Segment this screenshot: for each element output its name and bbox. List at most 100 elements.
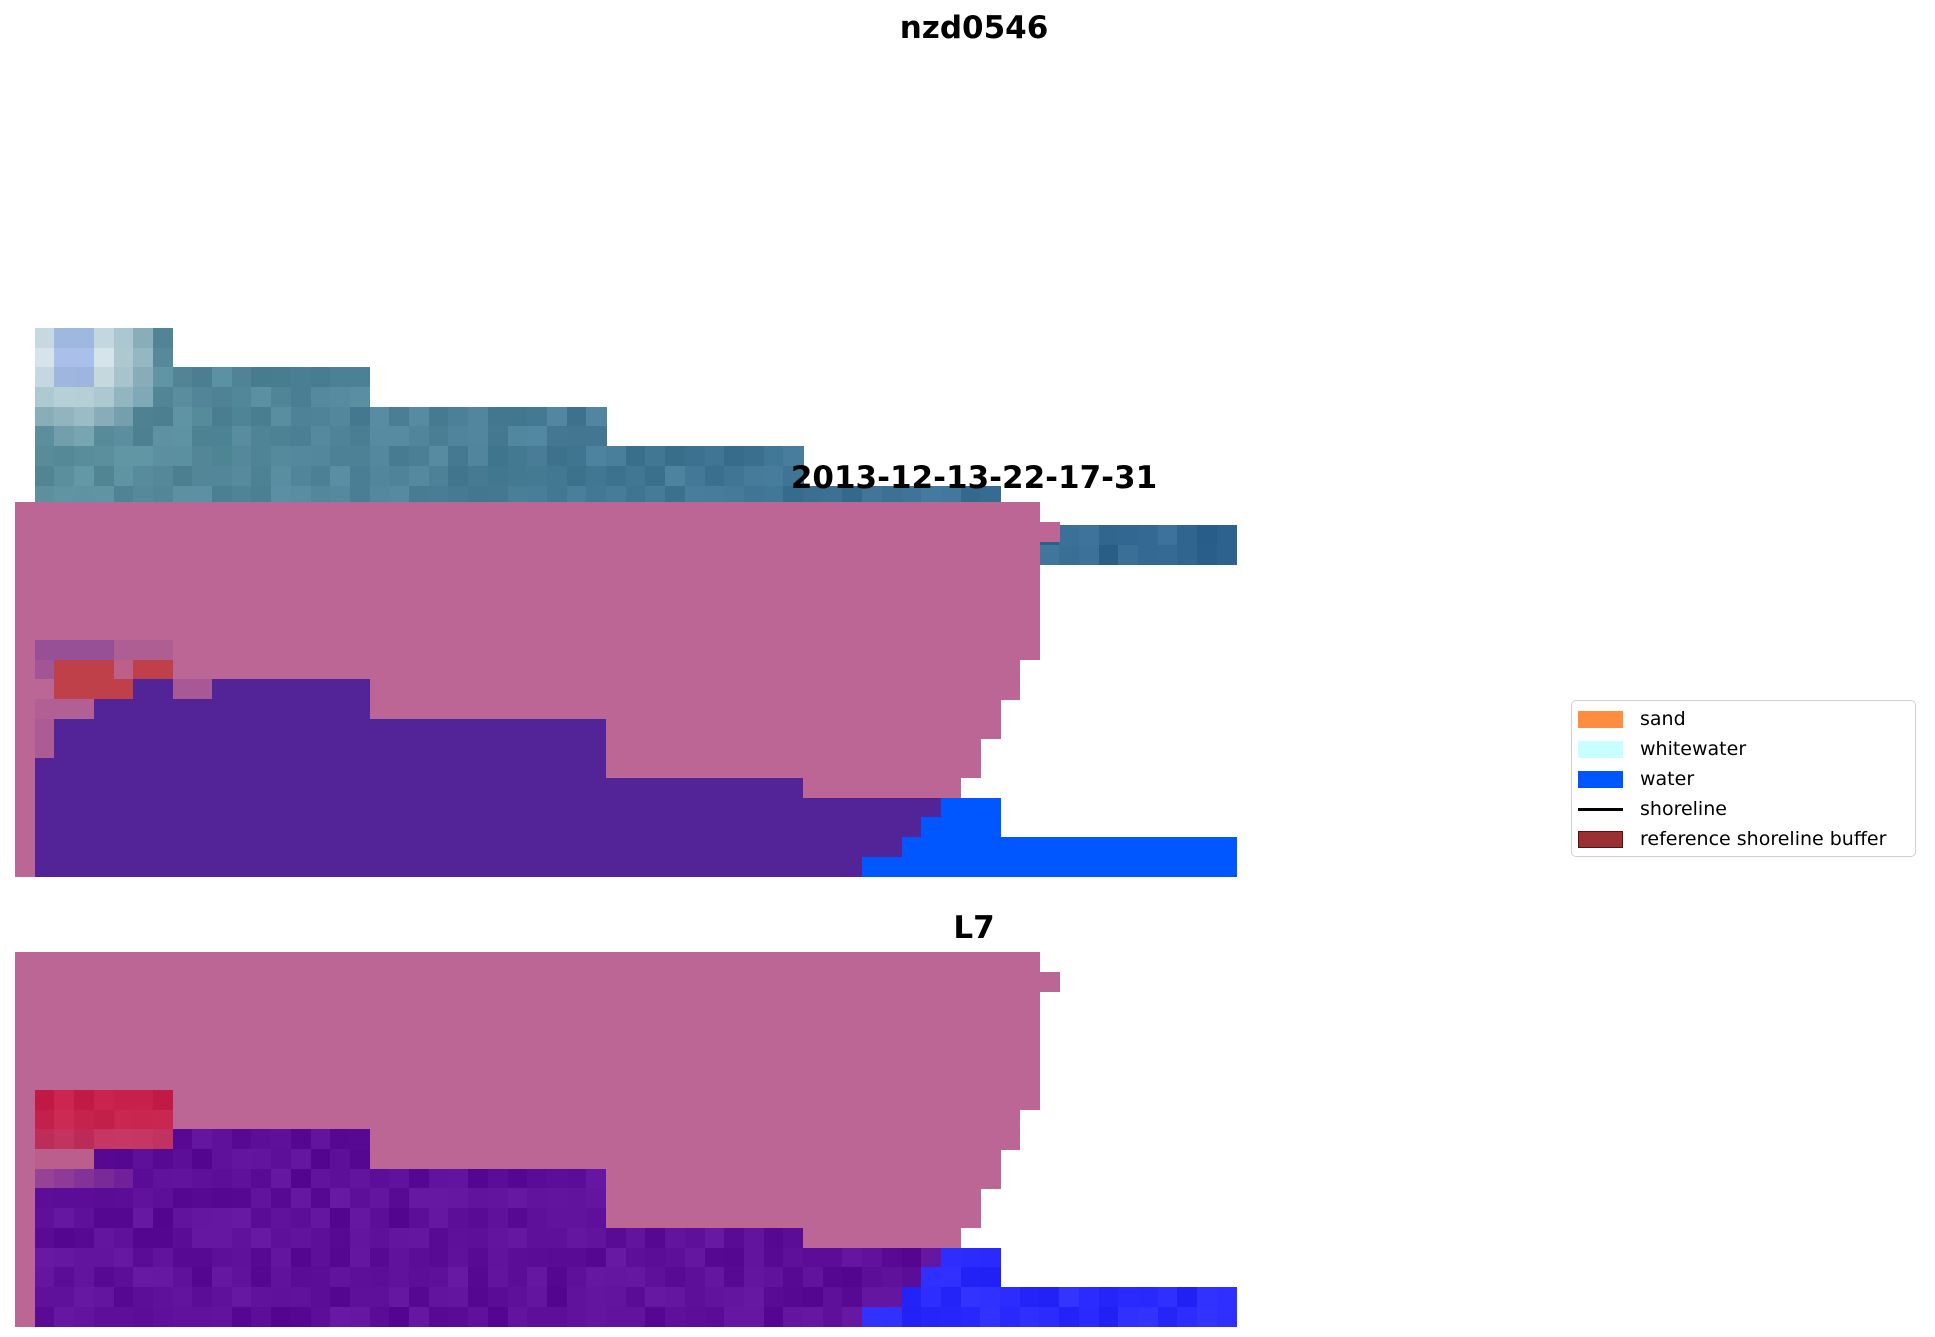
water-class-pixel (487, 1168, 509, 1189)
land-pixel (349, 1089, 371, 1111)
rgb-pixel (783, 485, 804, 506)
rgb-pixel (546, 465, 568, 487)
water-pixel (1137, 836, 1159, 858)
land-pixel (566, 1011, 587, 1032)
rgb-pixel (842, 485, 863, 506)
land-pixel (290, 502, 312, 523)
land-pixel (940, 699, 962, 720)
land-pixel (330, 561, 351, 582)
land-pixel (921, 521, 942, 542)
land-pixel (1019, 991, 1040, 1012)
land-pixel (271, 659, 292, 680)
water-class-pixel (34, 1227, 55, 1249)
land-pixel (763, 1011, 784, 1032)
land-pixel (881, 1188, 903, 1209)
land-pixel (625, 679, 646, 700)
land-pixel (625, 1208, 646, 1229)
rgb-pixel (231, 446, 252, 467)
water-class-pixel (231, 1149, 252, 1170)
water-class-pixel (251, 777, 272, 799)
land-pixel (862, 679, 883, 700)
water-class-pixel (93, 758, 115, 779)
land-pixel (546, 1149, 568, 1170)
land-pixel (921, 541, 942, 562)
water-pixel (1216, 836, 1237, 858)
water-pixel (960, 1247, 981, 1268)
water-class-pixel (645, 1286, 666, 1308)
land-pixel (290, 1011, 312, 1032)
rgb-pixel (231, 367, 252, 388)
land-pixel (901, 1129, 922, 1150)
water-class-pixel (349, 1286, 371, 1308)
land-pixel (172, 1011, 193, 1032)
water-pixel (980, 797, 1001, 818)
water-class-pixel (881, 797, 903, 818)
land-pixel (842, 1129, 863, 1150)
land-pixel (152, 541, 174, 562)
water-class-pixel (290, 738, 312, 759)
land-pixel (625, 580, 646, 602)
rgb-pixel (1078, 544, 1100, 565)
water-class-pixel (409, 777, 430, 799)
rgb-pixel (192, 485, 213, 506)
land-pixel (921, 1011, 942, 1032)
land-pixel (980, 679, 1001, 700)
water-class-pixel (684, 797, 706, 818)
land-pixel (15, 580, 36, 602)
water-class-pixel (152, 1149, 174, 1170)
land-pixel (152, 991, 174, 1012)
water-class-pixel (901, 817, 922, 838)
rgb-pixel (172, 485, 193, 506)
land-pixel (152, 521, 174, 542)
land-pixel (665, 1208, 686, 1229)
land-pixel (133, 561, 154, 582)
land-pixel (704, 639, 725, 661)
rgb-pixel (152, 446, 174, 467)
water-class-pixel (113, 1188, 134, 1209)
water-class-pixel (74, 1208, 95, 1229)
land-pixel (74, 1129, 95, 1150)
water-class-pixel (527, 856, 548, 877)
land-pixel (369, 1149, 390, 1170)
land-pixel (231, 521, 252, 542)
water-class-pixel (527, 738, 548, 759)
water-class-pixel (665, 1286, 686, 1308)
land-pixel (743, 738, 765, 759)
land-pixel (34, 580, 55, 602)
land-pixel (665, 1011, 686, 1032)
land-pixel (212, 991, 233, 1012)
land-pixel (15, 1227, 36, 1249)
land-pixel (231, 1030, 252, 1052)
land-pixel (409, 620, 430, 641)
rgb-pixel (704, 446, 725, 467)
land-pixel (881, 777, 903, 799)
rgb-pixel (389, 465, 410, 487)
water-class-pixel (803, 856, 824, 877)
buffer-pixel (93, 1089, 115, 1111)
land-pixel (625, 1050, 646, 1071)
land-pixel (1019, 1070, 1040, 1091)
land-pixel (901, 1050, 922, 1071)
land-pixel (921, 971, 942, 992)
land-pixel (34, 1030, 55, 1052)
land-pixel (645, 659, 666, 680)
water-class-pixel (251, 1286, 272, 1308)
water-class-pixel (251, 699, 272, 720)
water-class-pixel (152, 679, 174, 700)
water-class-pixel (330, 1208, 351, 1229)
water-class-pixel (310, 1247, 331, 1268)
water-class-pixel (546, 1306, 568, 1327)
land-pixel (54, 541, 75, 562)
land-pixel (704, 1011, 725, 1032)
water-class-pixel (369, 718, 390, 739)
water-pixel (1039, 856, 1060, 877)
land-pixel (231, 1011, 252, 1032)
water-class-pixel (428, 1247, 449, 1268)
land-pixel (684, 541, 706, 562)
water-class-pixel (212, 1247, 233, 1268)
land-pixel (881, 1129, 903, 1150)
water-class-pixel (34, 836, 55, 858)
rgb-pixel (586, 406, 607, 427)
land-pixel (172, 991, 193, 1012)
land-pixel (212, 971, 233, 992)
